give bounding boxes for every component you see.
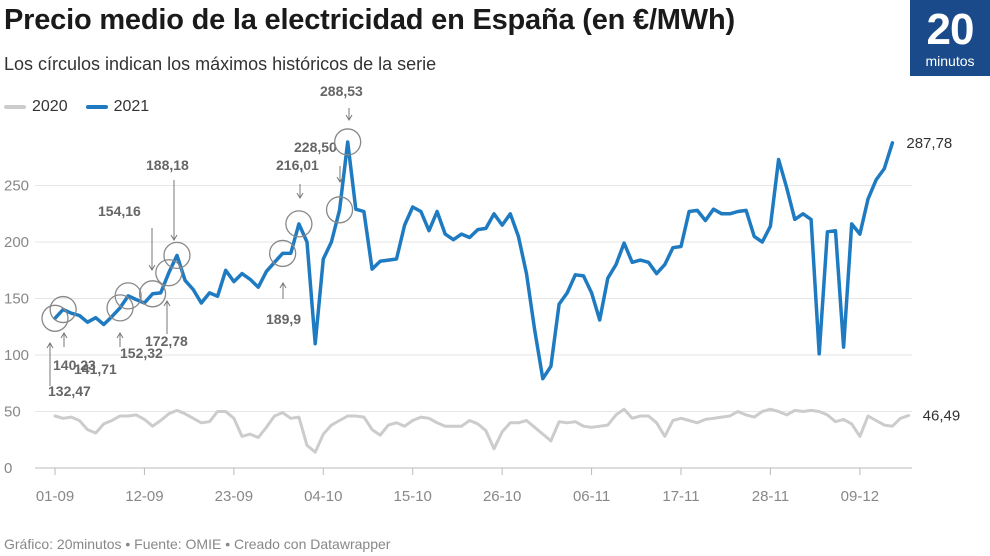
- annotation-arrowhead: [163, 300, 171, 307]
- series-line-2021: [53, 140, 895, 381]
- annotation-label: 188,18: [146, 157, 189, 173]
- y-tick-label: 50: [4, 404, 21, 421]
- record-circle: [285, 210, 313, 238]
- record-circle: [49, 295, 77, 324]
- annotation-label: 154,16: [98, 203, 141, 219]
- end-label-2020: 46,49: [923, 407, 961, 424]
- legend-item-2020: 2020: [4, 98, 68, 116]
- annotation-label: 140,23: [53, 357, 96, 373]
- x-tick-label: 28-11: [752, 488, 789, 505]
- x-tick-label: 12-09: [125, 488, 163, 505]
- record-circle: [155, 259, 183, 287]
- annotation-label: 141,71: [74, 361, 117, 377]
- legend-label-2021: 2021: [113, 98, 150, 115]
- record-circle: [138, 280, 167, 308]
- x-tick-label: 26-10: [483, 488, 521, 505]
- logo-number: 20: [926, 5, 975, 54]
- annotation-arrowhead: [345, 114, 353, 121]
- record-circle: [41, 304, 69, 332]
- chart-title: Precio medio de la electricidad en Españ…: [4, 4, 735, 36]
- brand-logo[interactable]: 20 minutos: [910, 0, 990, 76]
- annotation-label: 152,32: [120, 345, 163, 361]
- x-tick-label: 01-09: [36, 488, 74, 505]
- y-tick-label: 150: [4, 291, 29, 308]
- x-tick-label: 04-10: [304, 488, 342, 505]
- annotation-arrowhead: [60, 332, 68, 339]
- annotation-arrowhead: [296, 192, 304, 199]
- record-circle: [114, 282, 142, 310]
- x-tick-label: 09-12: [841, 488, 879, 505]
- annotation-arrowhead: [116, 332, 124, 339]
- record-circle: [334, 128, 362, 156]
- y-tick-label: 200: [4, 234, 29, 251]
- x-tick-label: 15-10: [394, 488, 432, 505]
- annotation-arrowhead: [279, 282, 287, 289]
- end-label-2021: 287,78: [906, 135, 952, 152]
- annotation-arrowhead: [46, 342, 54, 349]
- annotation-label: 132,47: [48, 383, 91, 399]
- record-circle: [163, 241, 191, 270]
- y-tick-label: 0: [4, 460, 12, 477]
- annotation-label: 228,50: [294, 139, 337, 155]
- chart-legend: 2020 2021: [4, 98, 167, 116]
- logo-word: minutos: [925, 53, 975, 69]
- y-tick-label: 250: [4, 178, 29, 195]
- annotation-arrowhead: [170, 234, 178, 241]
- annotation-label: 288,53: [320, 83, 363, 99]
- annotation-label: 172,78: [145, 333, 188, 349]
- x-tick-label: 06-11: [573, 488, 610, 505]
- legend-item-2021: 2021: [85, 98, 150, 116]
- x-tick-label: 17-11: [662, 488, 699, 505]
- x-tick-label: 23-09: [215, 488, 253, 505]
- record-circle: [325, 196, 354, 224]
- line-chart: 0 50 100 150 200 250 01-09 12-09 23-09 04-10 15-10…: [4, 83, 961, 505]
- chart-footer: Gráfico: 20minutos • Fuente: OMIE • Crea…: [4, 536, 391, 552]
- series-line-2020: [53, 407, 911, 454]
- y-tick-label: 100: [4, 347, 29, 364]
- legend-swatch-2020: [4, 105, 26, 109]
- annotation-arrowhead: [148, 264, 156, 271]
- chart-subtitle: Los círculos indican los máximos históri…: [4, 54, 437, 74]
- record-circle: [268, 239, 297, 268]
- annotation-label: 189,9: [266, 311, 301, 327]
- legend-swatch-2021: [85, 105, 108, 109]
- annotation-label: 216,01: [276, 157, 319, 173]
- annotation-arrowhead: [336, 176, 344, 183]
- legend-label-2020: 2020: [32, 98, 68, 115]
